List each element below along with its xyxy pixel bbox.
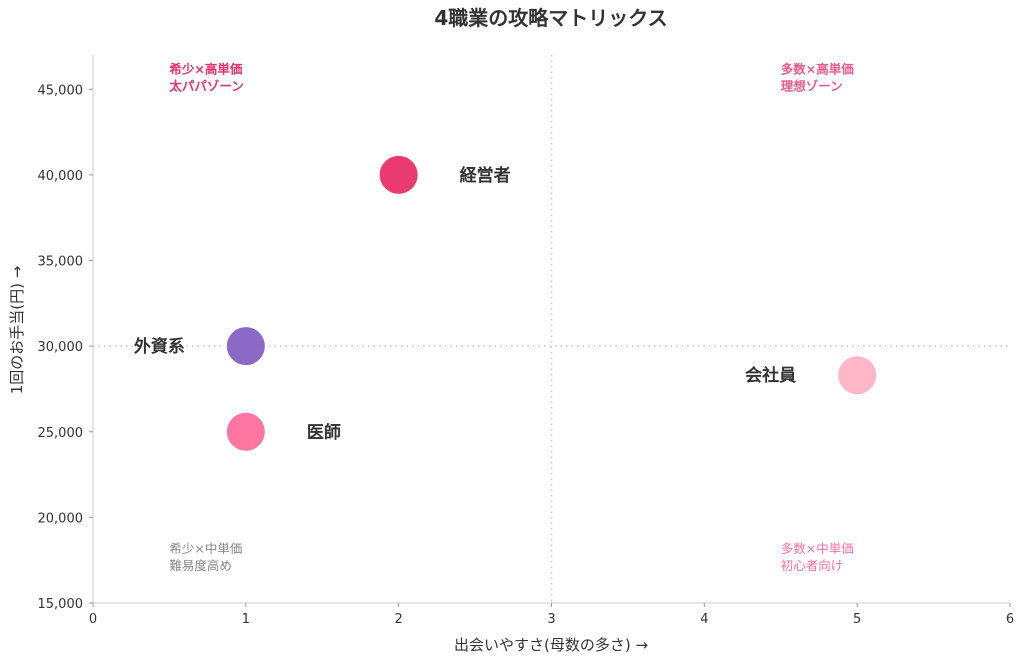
x-axis-label: 出会いやすさ(母数の多さ) →	[454, 636, 648, 654]
zone-label-subtitle: 太パパゾーン	[169, 79, 243, 94]
zone-label-title: 多数×中単価	[781, 541, 854, 556]
data-point-label: 経営者	[460, 165, 511, 186]
y-tick-label: 20,000	[38, 511, 84, 526]
chart-title: 4職業の攻略マトリックス	[434, 6, 667, 30]
data-points	[224, 153, 879, 453]
y-tick-label: 40,000	[38, 169, 84, 184]
x-tick-label: 2	[395, 612, 403, 627]
y-tick-label: 45,000	[38, 83, 84, 98]
zone-label-title: 多数×高単価	[781, 62, 854, 77]
data-point-label: 医師	[307, 422, 341, 443]
data-point	[224, 325, 267, 368]
zone-label-subtitle: 難易度高め	[169, 558, 232, 573]
x-tick-label: 1	[242, 612, 250, 627]
y-axis-label: 1回のお手当(円) →	[8, 266, 26, 395]
data-point	[836, 354, 879, 397]
x-tick-label: 0	[89, 612, 97, 627]
axes	[92, 55, 1010, 604]
zone-label-title: 希少×高単価	[168, 62, 242, 77]
y-tick-label: 25,000	[38, 426, 84, 441]
x-tick-label: 4	[700, 612, 708, 627]
x-axis-ticks: 0 1 2 3 4 5 6	[89, 603, 1014, 627]
y-tick-label: 35,000	[38, 255, 84, 270]
zone-label-title: 希少×中単価	[169, 541, 242, 556]
y-tick-label: 30,000	[38, 340, 84, 355]
y-axis-ticks: 15,000 20,000 25,000 30,000 35,000 40,000 45,0…	[38, 83, 93, 612]
data-point	[224, 410, 267, 453]
x-tick-label: 5	[853, 612, 861, 627]
zone-label-subtitle: 理想ゾーン	[781, 79, 843, 94]
zone-label-subtitle: 初心者向け	[781, 558, 844, 573]
x-tick-label: 3	[547, 612, 555, 627]
data-point-label: 会社員	[745, 365, 796, 386]
reference-lines	[93, 55, 1010, 603]
data-point	[377, 153, 420, 196]
data-point-label: 外資系	[134, 336, 185, 357]
x-tick-label: 6	[1006, 612, 1014, 627]
y-tick-label: 15,000	[38, 597, 84, 612]
